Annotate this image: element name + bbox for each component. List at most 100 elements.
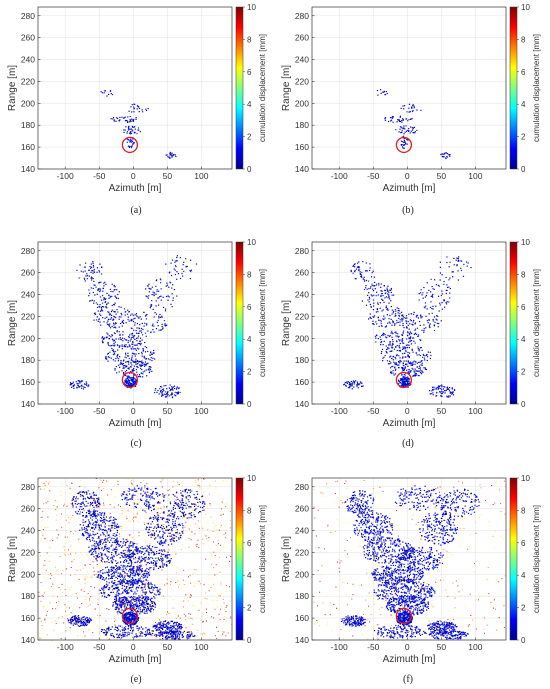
data-point [161, 394, 163, 396]
data-point [430, 301, 432, 303]
data-point [132, 584, 134, 586]
data-point [392, 359, 394, 361]
data-point [174, 507, 177, 510]
data-point [85, 383, 88, 385]
data-point [133, 580, 136, 582]
data-point [139, 330, 141, 332]
data-point [189, 512, 191, 515]
data-point [135, 586, 138, 588]
data-point [380, 295, 382, 297]
data-point [114, 521, 116, 523]
data-point [91, 299, 94, 301]
data-point [160, 555, 162, 557]
data-point [363, 279, 365, 281]
data-point [185, 507, 187, 509]
data-point [408, 380, 410, 382]
data-point [139, 562, 141, 564]
data-point [353, 381, 355, 383]
data-point [121, 600, 123, 602]
data-point [150, 583, 152, 585]
data-point [129, 614, 131, 616]
data-point [93, 556, 95, 558]
data-point [156, 519, 159, 521]
data-point [155, 557, 157, 559]
data-point [133, 335, 135, 337]
data-point [103, 548, 106, 550]
colorbar-tick-label: 2 [521, 368, 526, 377]
data-point [462, 275, 465, 277]
data-point [82, 623, 84, 625]
data-point [75, 511, 77, 513]
data-point [173, 526, 175, 528]
data-point [99, 511, 101, 514]
data-point [167, 529, 170, 532]
data-point [116, 537, 118, 539]
data-point [106, 566, 108, 568]
data-point [70, 383, 72, 385]
data-point [128, 363, 130, 365]
data-point [392, 356, 394, 358]
data-point [375, 321, 377, 323]
data-point [136, 603, 138, 606]
data-point [132, 570, 134, 572]
data-point [112, 353, 115, 356]
data-point [445, 302, 447, 304]
data-point [448, 396, 450, 398]
data-point [107, 559, 110, 561]
colorbar-tick-label: 4 [521, 100, 526, 109]
data-point [414, 131, 416, 133]
data-point [129, 622, 131, 624]
data-point [102, 519, 104, 522]
data-point [350, 269, 352, 272]
data-point [82, 271, 84, 273]
data-point [147, 523, 150, 525]
data-point [414, 323, 416, 325]
data-point [89, 497, 91, 500]
data-point [432, 320, 434, 322]
data-point [116, 568, 118, 570]
data-point [189, 489, 191, 491]
data-point [146, 526, 148, 529]
data-point [446, 286, 449, 289]
data-point [416, 333, 418, 336]
data-point [123, 581, 125, 583]
data-point [403, 342, 405, 344]
data-point [407, 335, 409, 337]
data-point [107, 311, 109, 313]
data-point [100, 534, 102, 536]
data-point [141, 597, 143, 600]
data-point [426, 282, 428, 284]
data-point [96, 515, 98, 517]
data-point [95, 525, 97, 527]
data-point [92, 262, 94, 264]
data-point [418, 299, 420, 301]
data-point [154, 627, 156, 630]
data-point [159, 624, 162, 626]
data-point [388, 344, 390, 346]
data-point [156, 289, 158, 291]
data-point [410, 371, 412, 373]
data-point [136, 549, 138, 552]
data-point [105, 566, 107, 569]
data-point [135, 118, 137, 120]
data-point [144, 570, 146, 572]
data-point [98, 537, 100, 539]
data-point [87, 385, 89, 387]
data-point [412, 351, 414, 353]
data-point [105, 305, 107, 308]
data-point [115, 599, 118, 601]
data-point [193, 509, 196, 512]
data-point [159, 537, 161, 539]
data-point [436, 319, 438, 321]
data-point [143, 557, 146, 559]
data-point [424, 355, 426, 357]
data-point [408, 337, 410, 339]
data-point [446, 386, 449, 388]
data-point [176, 271, 178, 273]
data-point [148, 571, 150, 574]
data-point [111, 524, 113, 527]
data-point [104, 554, 106, 556]
data-point [100, 524, 102, 526]
data-point [399, 120, 401, 123]
data-point [428, 313, 430, 315]
